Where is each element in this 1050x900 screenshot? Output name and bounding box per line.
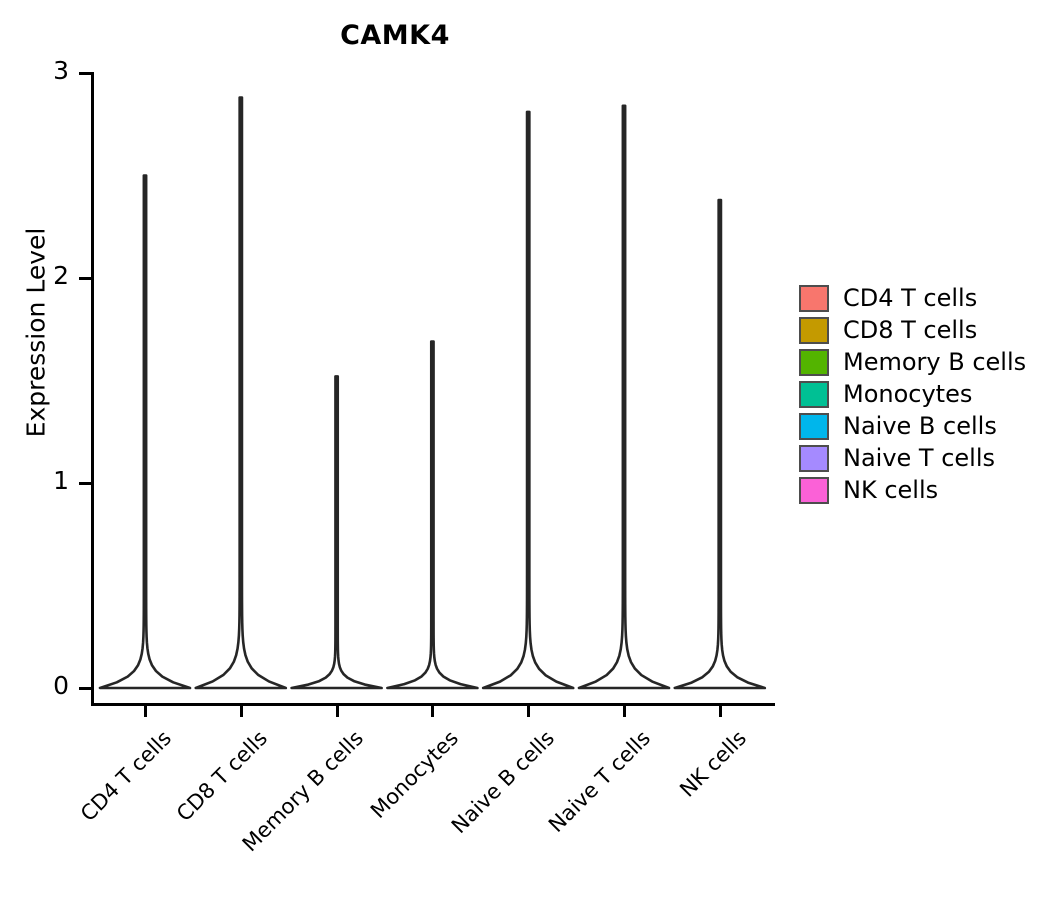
legend-item[interactable]: Monocytes [799,378,1026,410]
violin-shape [577,104,671,690]
x-tick-mark [239,705,243,717]
y-tick-mark [79,277,91,280]
violin-shape [290,375,383,690]
legend-item[interactable]: Naive T cells [799,442,1026,474]
y-axis-line [91,72,94,705]
legend-item-label: NK cells [843,476,939,504]
legend-item-label: Naive B cells [843,412,997,440]
legend-item[interactable]: CD8 T cells [799,314,1026,346]
x-tick-mark [623,705,626,717]
y-tick-label: 1 [53,466,69,495]
legend-item[interactable]: Naive B cells [799,410,1026,442]
legend-item-label: CD4 T cells [843,284,978,312]
violin-shape [481,110,575,690]
legend: CD4 T cells CD8 T cells Memory B cells Mono… [799,282,1026,506]
legend-item-label: Naive T cells [843,444,996,472]
y-tick-mark [79,687,91,690]
y-tick-mark [79,72,91,75]
y-axis-label: Expression Level [21,227,51,438]
violin-shape [194,96,288,690]
legend-item[interactable]: CD4 T cells [799,282,1026,314]
y-tick-label: 2 [53,261,69,290]
legend-color-swatch [799,444,829,472]
x-tick-mark [431,705,435,717]
legend-color-swatch [799,412,829,440]
violin-shape [98,174,192,690]
violin-shape [386,340,479,690]
page-title: CAMK4 [340,20,450,51]
legend-color-swatch [799,380,829,408]
x-tick-mark [144,705,147,717]
y-tick-mark [79,482,91,485]
legend-color-swatch [799,476,829,504]
legend-item-label: Monocytes [843,380,973,408]
legend-color-swatch [799,348,829,376]
y-tick-label: 3 [53,56,69,85]
legend-item-label: Memory B cells [843,348,1027,376]
x-axis-line [91,703,775,706]
y-tick-label: 0 [53,671,69,700]
violin-shape [673,198,767,690]
x-tick-mark [527,705,531,717]
legend-item-label: CD8 T cells [843,316,978,344]
legend-color-swatch [799,284,829,312]
legend-color-swatch [799,316,829,344]
legend-item[interactable]: Memory B cells [799,346,1026,378]
x-tick-mark [718,705,722,717]
x-tick-mark [335,705,339,717]
legend-item[interactable]: NK cells [799,474,1026,506]
